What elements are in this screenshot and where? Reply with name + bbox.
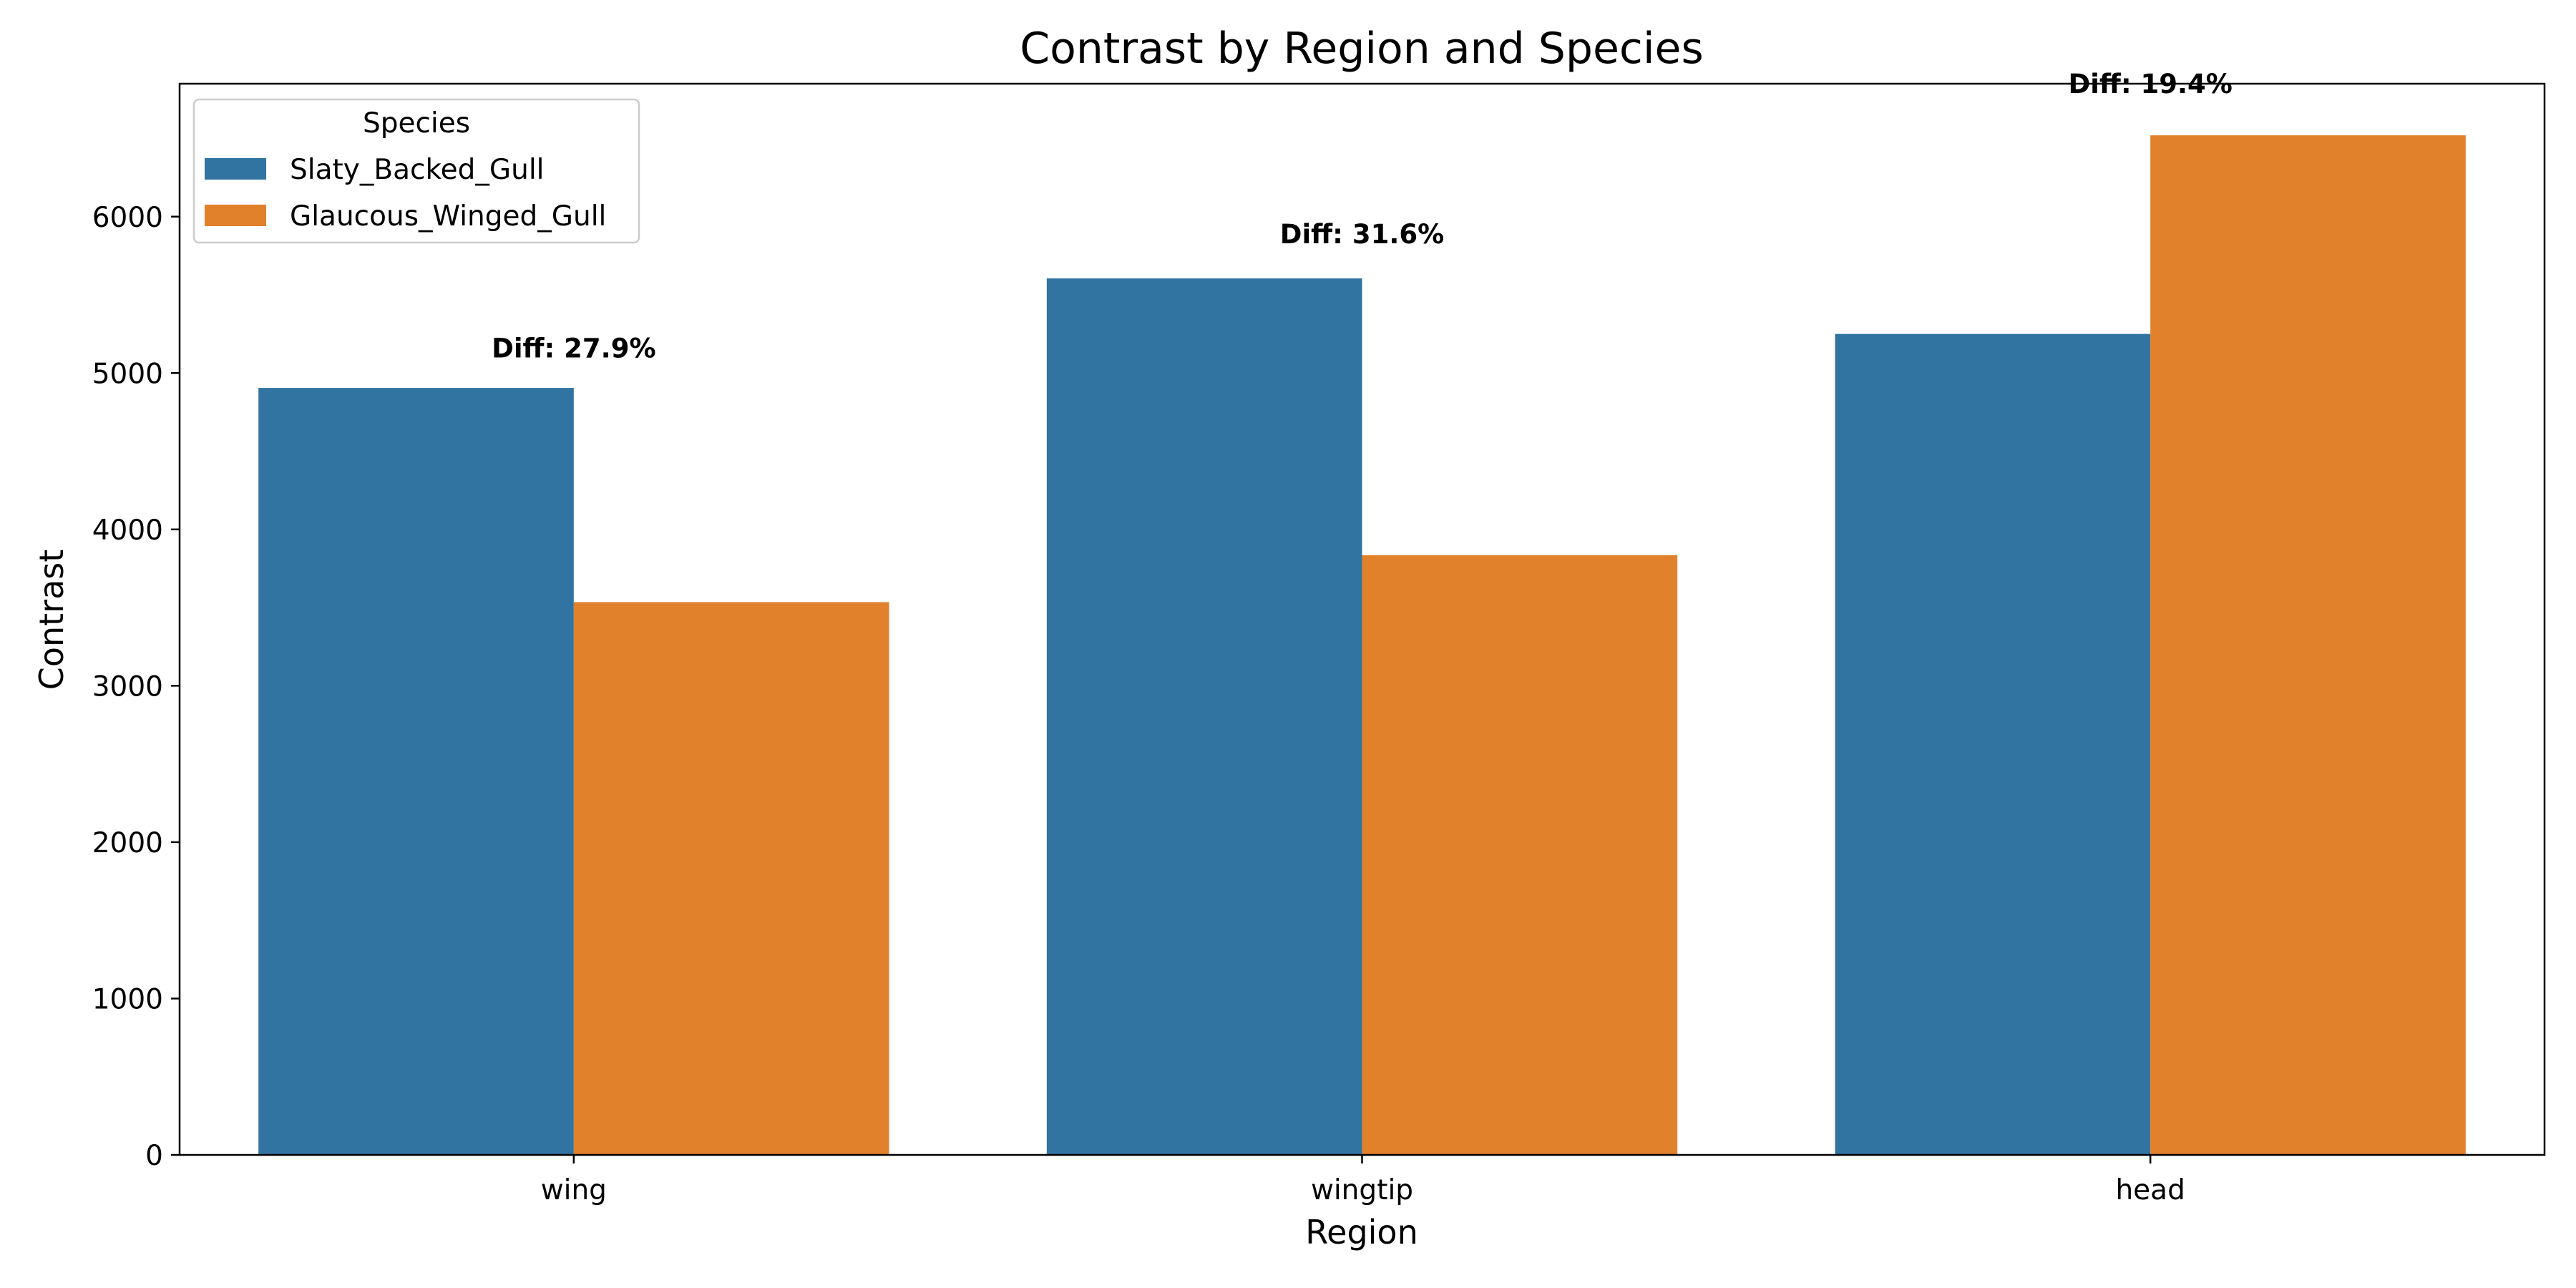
x-axis-label: Region [1305, 1213, 1418, 1252]
y-tick-label-1000: 1000 [92, 983, 163, 1015]
y-tick-label-0: 0 [145, 1140, 163, 1172]
y-tick-label-2000: 2000 [92, 827, 163, 859]
x-tick-label-wing: wing [541, 1174, 607, 1206]
chart-title: Contrast by Region and Species [1020, 24, 1703, 74]
legend-swatch-glaucous-winged-gull [205, 205, 266, 226]
legend-title: Species [363, 107, 470, 140]
y-tick-label-5000: 5000 [92, 358, 163, 390]
legend-box [192, 98, 640, 244]
y-tick-label-6000: 6000 [92, 202, 163, 234]
x-axis: wing wingtip head [541, 1155, 2185, 1206]
y-axis: 0 1000 2000 3000 4000 5000 6000 [92, 202, 180, 1172]
bar-wingtip-slaty-backed-gull [1046, 278, 1362, 1155]
y-axis-label: Contrast [32, 550, 71, 691]
bar-wingtip-glaucous-winged-gull [1362, 555, 1678, 1155]
legend: Species Slaty_Backed_Gull Glaucous_Winge… [192, 98, 640, 244]
annotation-wingtip: Diff: 31.6% [1280, 219, 1444, 250]
bar-head-glaucous-winged-gull [2150, 135, 2466, 1155]
annotation-wing: Diff: 27.9% [492, 333, 655, 364]
legend-swatch-slaty-backed-gull [205, 158, 266, 180]
bar-wing-slaty-backed-gull [258, 388, 574, 1156]
y-tick-label-3000: 3000 [92, 670, 163, 703]
x-tick-label-wingtip: wingtip [1311, 1174, 1413, 1206]
legend-label-slaty-backed-gull: Slaty_Backed_Gull [290, 154, 545, 186]
legend-label-glaucous-winged-gull: Glaucous_Winged_Gull [290, 200, 606, 233]
x-tick-label-head: head [2115, 1174, 2185, 1206]
bars-layer [258, 135, 2466, 1156]
bar-wing-glaucous-winged-gull [573, 602, 889, 1155]
bar-head-slaty-backed-gull [1835, 333, 2151, 1155]
y-tick-label-4000: 4000 [92, 514, 163, 547]
